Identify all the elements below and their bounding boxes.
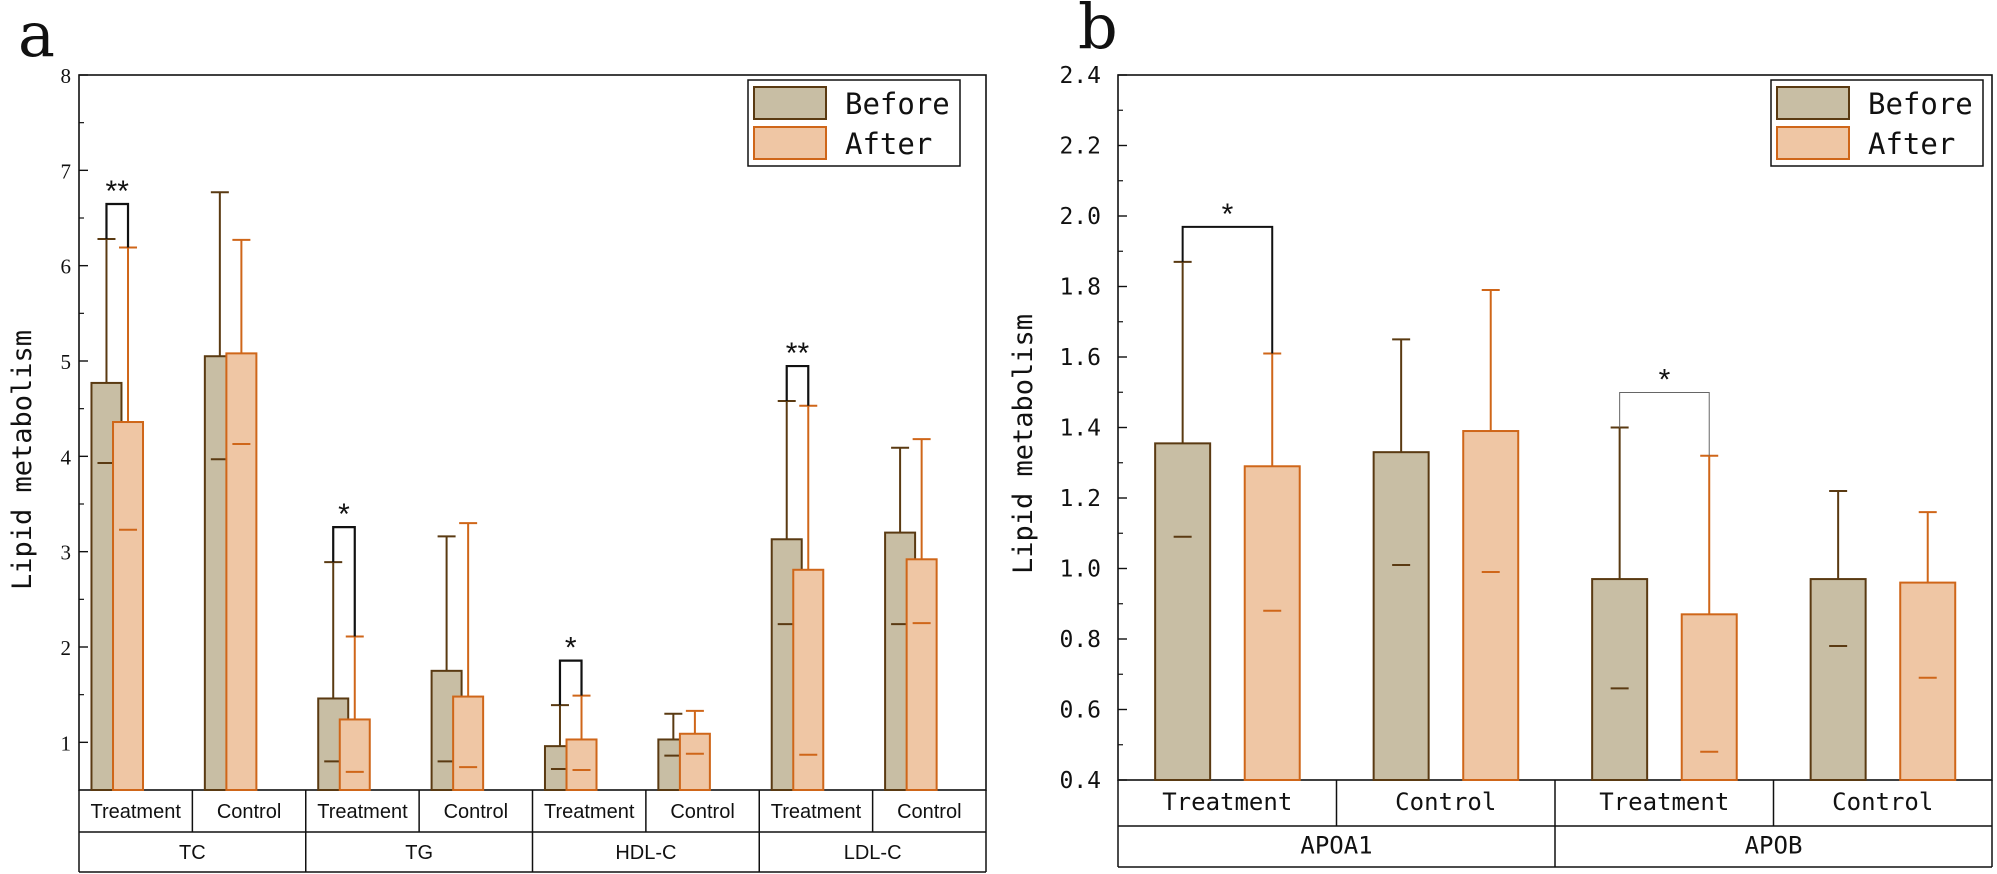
legend-swatch-before bbox=[753, 86, 827, 120]
y-tick-label: 1.0 bbox=[1059, 557, 1101, 583]
y-tick-label: 1.8 bbox=[1059, 275, 1101, 301]
category-label: Treatment bbox=[771, 801, 862, 823]
y-tick-label: 5 bbox=[61, 350, 72, 374]
category-label: Control bbox=[1395, 788, 1496, 816]
category-label: Treatment bbox=[544, 801, 635, 823]
bar-after bbox=[1243, 465, 1301, 781]
significance-bracket bbox=[785, 364, 810, 406]
bar-after bbox=[678, 732, 711, 792]
panel-a-ylabel: Lipid metabolism bbox=[7, 330, 38, 590]
category-label: Control bbox=[897, 801, 961, 823]
group-label: HDL-C bbox=[615, 842, 676, 864]
y-tick-label: 3 bbox=[61, 541, 72, 565]
bar-after bbox=[565, 738, 598, 791]
legend-label-before: Before bbox=[845, 87, 950, 121]
category-label: Control bbox=[670, 801, 734, 823]
group-label: LDL-C bbox=[844, 842, 902, 864]
y-tick-label: 1 bbox=[61, 731, 72, 755]
y-tick-label: 1.2 bbox=[1059, 486, 1101, 512]
bar-before bbox=[1154, 442, 1212, 781]
group-label: TG bbox=[405, 842, 433, 864]
y-tick-label: 2.4 bbox=[1059, 63, 1101, 89]
bar-after bbox=[112, 421, 145, 791]
y-tick-label: 0.4 bbox=[1059, 768, 1101, 794]
category-label: Control bbox=[1832, 788, 1933, 816]
panel-b-legend: Before After bbox=[1770, 79, 1984, 167]
bar-after bbox=[905, 558, 938, 791]
y-tick-label: 8 bbox=[61, 64, 72, 88]
significance-bracket bbox=[332, 526, 356, 637]
significance-marker: * bbox=[565, 632, 577, 665]
category-label: Treatment bbox=[1162, 788, 1292, 816]
legend-label-before: Before bbox=[1868, 87, 1973, 121]
significance-marker: * bbox=[1659, 364, 1671, 397]
legend-swatch-after bbox=[753, 126, 827, 160]
significance-bracket bbox=[1181, 225, 1274, 354]
category-label: Control bbox=[444, 801, 508, 823]
significance-bracket bbox=[558, 659, 583, 706]
category-label: Control bbox=[217, 801, 281, 823]
panel-a-label: a bbox=[18, 0, 55, 71]
bar-after bbox=[452, 695, 485, 791]
significance-bracket bbox=[105, 202, 130, 248]
category-label: Treatment bbox=[1599, 788, 1729, 816]
y-tick-label: 0.8 bbox=[1059, 627, 1101, 653]
bar-after bbox=[1899, 581, 1957, 781]
y-tick-label: 2.2 bbox=[1059, 134, 1101, 160]
y-tick-label: 4 bbox=[61, 445, 72, 469]
bar-after bbox=[792, 568, 825, 792]
y-tick-label: 0.6 bbox=[1059, 698, 1101, 724]
group-label: APOA1 bbox=[1300, 832, 1372, 860]
significance-bracket bbox=[1619, 392, 1710, 456]
bar-after bbox=[338, 718, 371, 791]
legend-label-after: After bbox=[1868, 127, 1955, 161]
y-tick-label: 1.4 bbox=[1059, 416, 1101, 442]
group-label: TC bbox=[179, 842, 206, 864]
category-label: Treatment bbox=[90, 801, 181, 823]
significance-marker: ** bbox=[106, 175, 130, 208]
y-tick-label: 6 bbox=[61, 255, 72, 279]
bar-before bbox=[1591, 578, 1649, 782]
significance-marker: * bbox=[338, 498, 350, 531]
bar-after bbox=[225, 352, 258, 791]
y-tick-label: 2.0 bbox=[1059, 204, 1101, 230]
y-tick-label: 2 bbox=[61, 636, 72, 660]
panel-a-legend: Before After bbox=[747, 79, 961, 167]
category-label: Treatment bbox=[317, 801, 408, 823]
significance-marker: ** bbox=[786, 337, 810, 370]
bar-before bbox=[1372, 451, 1430, 781]
panel-b-ylabel: Lipid metabolism bbox=[1008, 314, 1039, 574]
y-tick-label: 7 bbox=[61, 159, 72, 183]
legend-swatch-after bbox=[1776, 126, 1850, 160]
legend-label-after: After bbox=[845, 127, 932, 161]
bar-after bbox=[1680, 613, 1738, 782]
bar-after bbox=[1462, 430, 1520, 781]
group-label: APOB bbox=[1745, 832, 1803, 860]
legend-swatch-before bbox=[1776, 86, 1850, 120]
y-tick-label: 1.6 bbox=[1059, 345, 1101, 371]
bar-before bbox=[1809, 578, 1867, 782]
panel-b-label: b bbox=[1078, 0, 1118, 63]
significance-marker: * bbox=[1222, 198, 1234, 231]
